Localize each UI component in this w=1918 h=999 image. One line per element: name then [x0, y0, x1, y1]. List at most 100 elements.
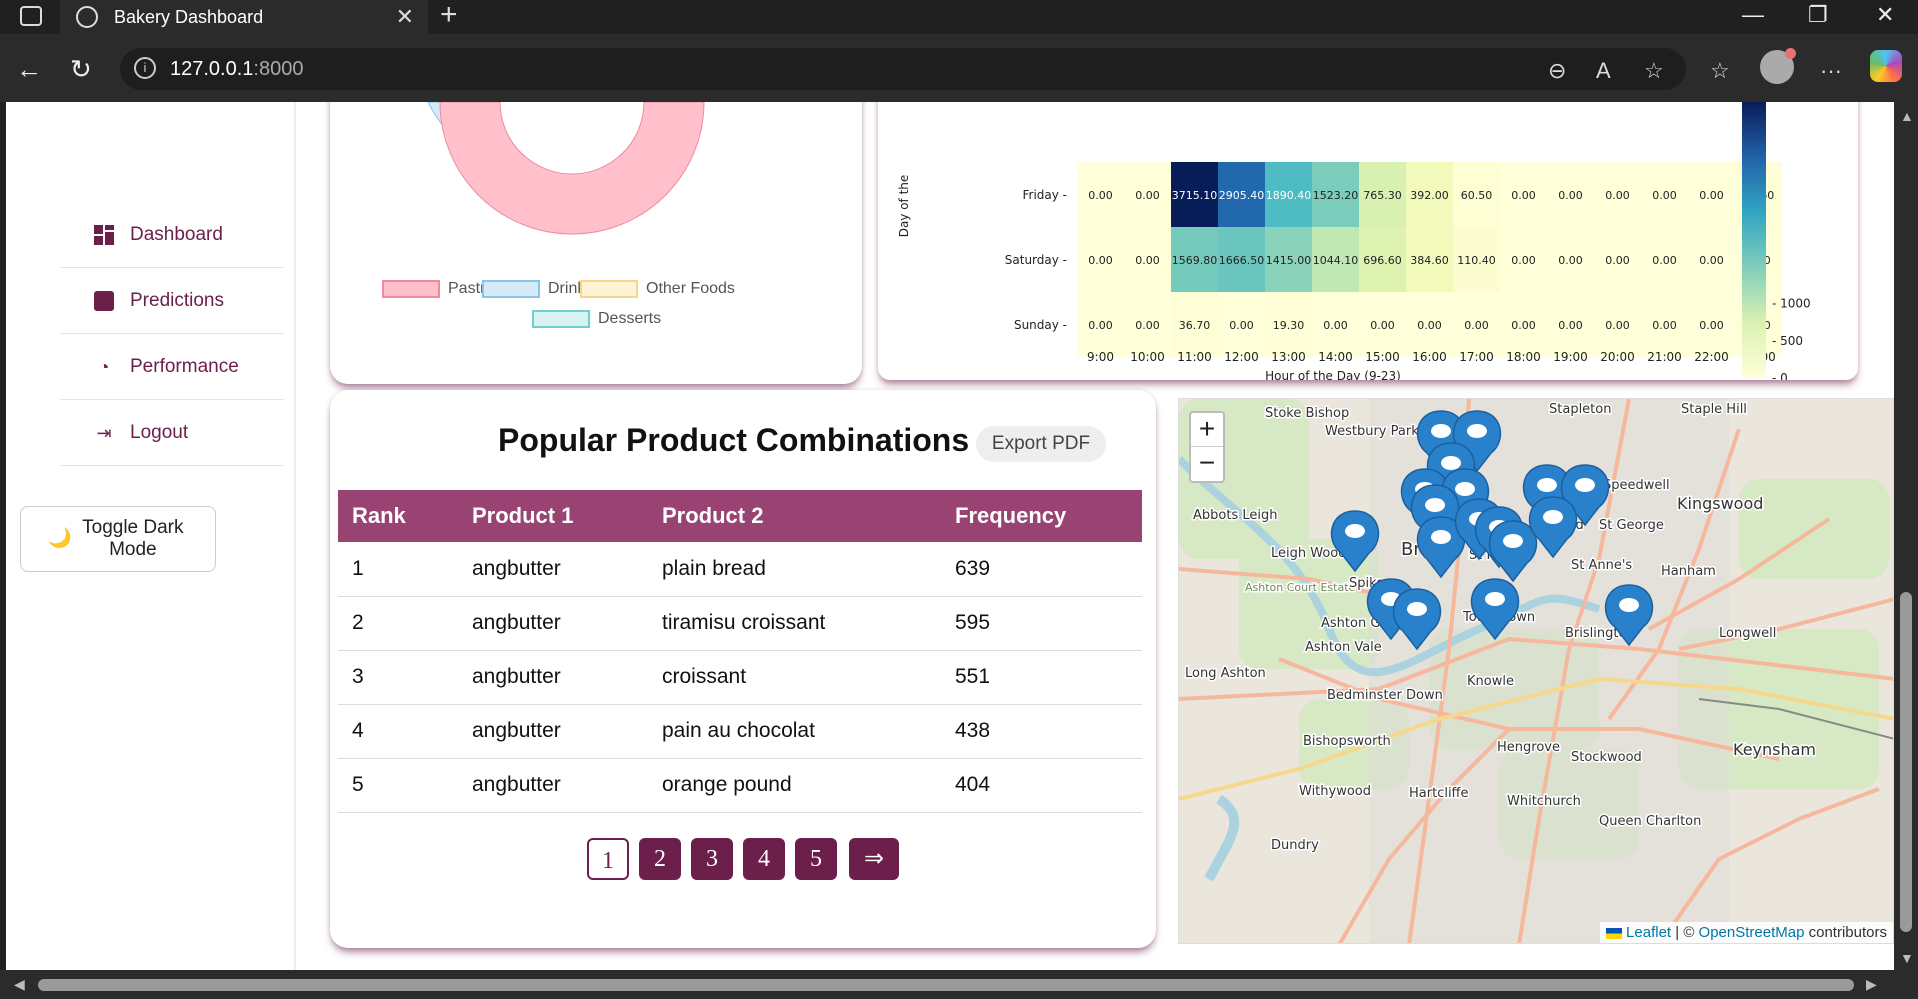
heatmap-cell[interactable]	[1171, 162, 1218, 227]
heatmap-cell[interactable]	[1406, 227, 1453, 292]
page-button-1[interactable]: 1	[587, 838, 629, 880]
heatmap-cell[interactable]	[1500, 227, 1547, 292]
more-menu-icon[interactable]: ···	[1820, 58, 1842, 83]
horizontal-scroll-thumb[interactable]	[38, 979, 1854, 991]
store-location-marker[interactable]	[1488, 520, 1538, 583]
back-icon[interactable]: ←	[16, 54, 42, 84]
heatmap-cell[interactable]	[1406, 292, 1453, 357]
heatmap-cell[interactable]	[1171, 292, 1218, 357]
new-tab-icon[interactable]: +	[440, 0, 458, 31]
sidebar-toggle-icon[interactable]	[20, 6, 42, 26]
read-aloud-icon[interactable]: A	[1596, 58, 1611, 83]
store-location-marker[interactable]	[1470, 578, 1520, 641]
heatmap-cell[interactable]	[1453, 292, 1500, 357]
column-header-product-2[interactable]: Product 2	[648, 490, 941, 542]
heatmap-cell[interactable]	[1688, 227, 1735, 292]
heatmap-cell[interactable]	[1265, 162, 1312, 227]
close-window-icon[interactable]: ✕	[1876, 2, 1895, 27]
heatmap-cell[interactable]	[1265, 227, 1312, 292]
heatmap-cell[interactable]	[1547, 162, 1594, 227]
leaflet-link[interactable]: Leaflet	[1626, 924, 1672, 941]
zoom-in-button[interactable]: +	[1191, 413, 1223, 447]
zoom-out-button[interactable]: −	[1198, 447, 1216, 478]
copilot-icon[interactable]	[1870, 50, 1902, 82]
heatmap-cell[interactable]	[1500, 162, 1547, 227]
profile-avatar[interactable]	[1760, 48, 1796, 84]
column-header-frequency[interactable]: Frequency	[941, 490, 1142, 542]
reload-icon[interactable]: ↻	[70, 54, 92, 84]
favorites-icon[interactable]: ☆	[1710, 58, 1730, 83]
close-tab-icon[interactable]: ✕	[395, 4, 414, 29]
sidebar-item-predictions[interactable]: Predictions	[60, 268, 284, 334]
sidebar-item-performance[interactable]: ◔ Performance	[60, 334, 284, 400]
heatmap-cell[interactable]	[1594, 292, 1641, 357]
store-location-marker[interactable]	[1392, 588, 1442, 651]
legend-item-pastry[interactable]: Pastry	[382, 280, 493, 298]
heatmap-cell[interactable]	[1171, 227, 1218, 292]
page-button-2[interactable]: 2	[639, 838, 681, 880]
store-location-marker[interactable]	[1604, 584, 1654, 647]
heatmap-cell[interactable]	[1688, 292, 1735, 357]
toggle-dark-mode-button[interactable]: 🌙 Toggle Dark Mode	[20, 506, 216, 572]
legend-item-desserts[interactable]: Desserts	[532, 310, 661, 328]
favorite-star-icon[interactable]: ☆	[1644, 58, 1664, 83]
minimize-icon[interactable]: —	[1742, 2, 1764, 27]
heatmap-cell[interactable]	[1124, 292, 1171, 357]
heatmap-cell[interactable]	[1359, 292, 1406, 357]
heatmap-cell[interactable]	[1453, 227, 1500, 292]
scroll-right-icon[interactable]: ▶	[1866, 976, 1877, 992]
heatmap-cell[interactable]	[1218, 162, 1265, 227]
heatmap-cell[interactable]	[1312, 162, 1359, 227]
heatmap-cell[interactable]	[1359, 227, 1406, 292]
scroll-up-icon[interactable]: ▲	[1900, 108, 1914, 124]
export-pdf-button[interactable]: Export PDF	[976, 426, 1106, 462]
sidebar-item-logout[interactable]: ⇥ Logout	[60, 400, 284, 466]
column-header-rank[interactable]: Rank	[338, 490, 458, 542]
heatmap-cell[interactable]	[1359, 162, 1406, 227]
heatmap-cell[interactable]	[1641, 292, 1688, 357]
heatmap-cell[interactable]	[1124, 162, 1171, 227]
restore-icon[interactable]: ❐	[1808, 2, 1828, 27]
vertical-scroll-thumb[interactable]	[1900, 592, 1912, 932]
heatmap-cell[interactable]	[1594, 227, 1641, 292]
openstreetmap-link[interactable]: OpenStreetMap	[1698, 924, 1805, 941]
heatmap-cell[interactable]	[1453, 162, 1500, 227]
heatmap-cell[interactable]	[1218, 227, 1265, 292]
heatmap-cell[interactable]	[1688, 162, 1735, 227]
site-info-icon[interactable]: i	[134, 57, 156, 79]
heatmap-cell[interactable]	[1641, 227, 1688, 292]
map-tiles[interactable]: Stoke Bishop Westbury Park Stapleton Staple…	[1179, 399, 1894, 944]
heatmap-cell[interactable]	[1265, 292, 1312, 357]
scroll-down-icon[interactable]: ▼	[1900, 950, 1914, 966]
next-page-button[interactable]: ⇒	[849, 838, 899, 880]
zoom-icon[interactable]: ⊖	[1548, 58, 1567, 83]
browser-tab[interactable]: Bakery Dashboard ✕	[60, 0, 428, 34]
page-button-4[interactable]: 4	[743, 838, 785, 880]
vertical-scrollbar[interactable]: ▲ ▼	[1894, 102, 1918, 970]
heatmap-cell[interactable]	[1547, 292, 1594, 357]
scroll-left-icon[interactable]: ◀	[14, 976, 25, 992]
store-location-marker[interactable]	[1330, 510, 1380, 573]
legend-item-other-foods[interactable]: Other Foods	[580, 280, 735, 298]
horizontal-scrollbar[interactable]: ◀ ▶	[0, 970, 1918, 999]
heatmap-cell[interactable]	[1547, 227, 1594, 292]
heatmap-cell[interactable]	[1124, 227, 1171, 292]
column-header-product-1[interactable]: Product 1	[458, 490, 648, 542]
heatmap-cell[interactable]	[1500, 292, 1547, 357]
page-button-5[interactable]: 5	[795, 838, 837, 880]
heatmap-cell[interactable]	[1077, 292, 1124, 357]
heatmap-cell[interactable]	[1077, 162, 1124, 227]
store-location-marker[interactable]	[1528, 496, 1578, 559]
page-button-3[interactable]: 3	[691, 838, 733, 880]
store-locations-map[interactable]: Stoke Bishop Westbury Park Stapleton Staple…	[1178, 398, 1894, 944]
heatmap-cell[interactable]	[1312, 292, 1359, 357]
url-input[interactable]: i 127.0.0.1:8000	[120, 48, 1686, 90]
heatmap-cell[interactable]	[1641, 162, 1688, 227]
heatmap-cell[interactable]	[1594, 162, 1641, 227]
legend-item-drinks[interactable]: Drinks	[482, 280, 593, 298]
sidebar-item-dashboard[interactable]: Dashboard	[60, 202, 284, 268]
heatmap-cell[interactable]	[1077, 227, 1124, 292]
heatmap-cell[interactable]	[1312, 227, 1359, 292]
heatmap-cell[interactable]	[1406, 162, 1453, 227]
heatmap-cell[interactable]	[1218, 292, 1265, 357]
